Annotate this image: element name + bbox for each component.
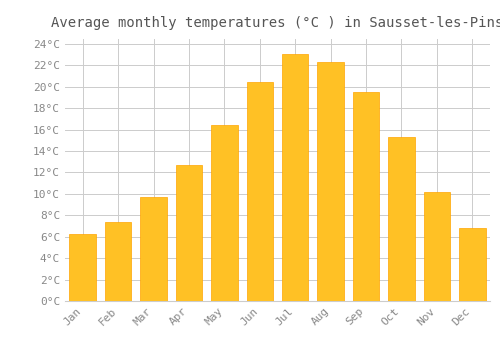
Bar	[140, 197, 167, 301]
Bar	[318, 62, 344, 301]
Bar	[246, 83, 273, 301]
Title: Average monthly temperatures (°C ) in Sausset-les-Pins: Average monthly temperatures (°C ) in Sa…	[52, 16, 500, 30]
Bar	[424, 192, 450, 301]
Bar	[353, 92, 380, 301]
Bar	[211, 125, 238, 301]
Bar	[282, 54, 308, 301]
Bar	[105, 222, 132, 301]
Bar	[176, 165, 202, 301]
Bar	[70, 233, 96, 301]
Bar	[459, 228, 485, 301]
Bar	[388, 137, 414, 301]
